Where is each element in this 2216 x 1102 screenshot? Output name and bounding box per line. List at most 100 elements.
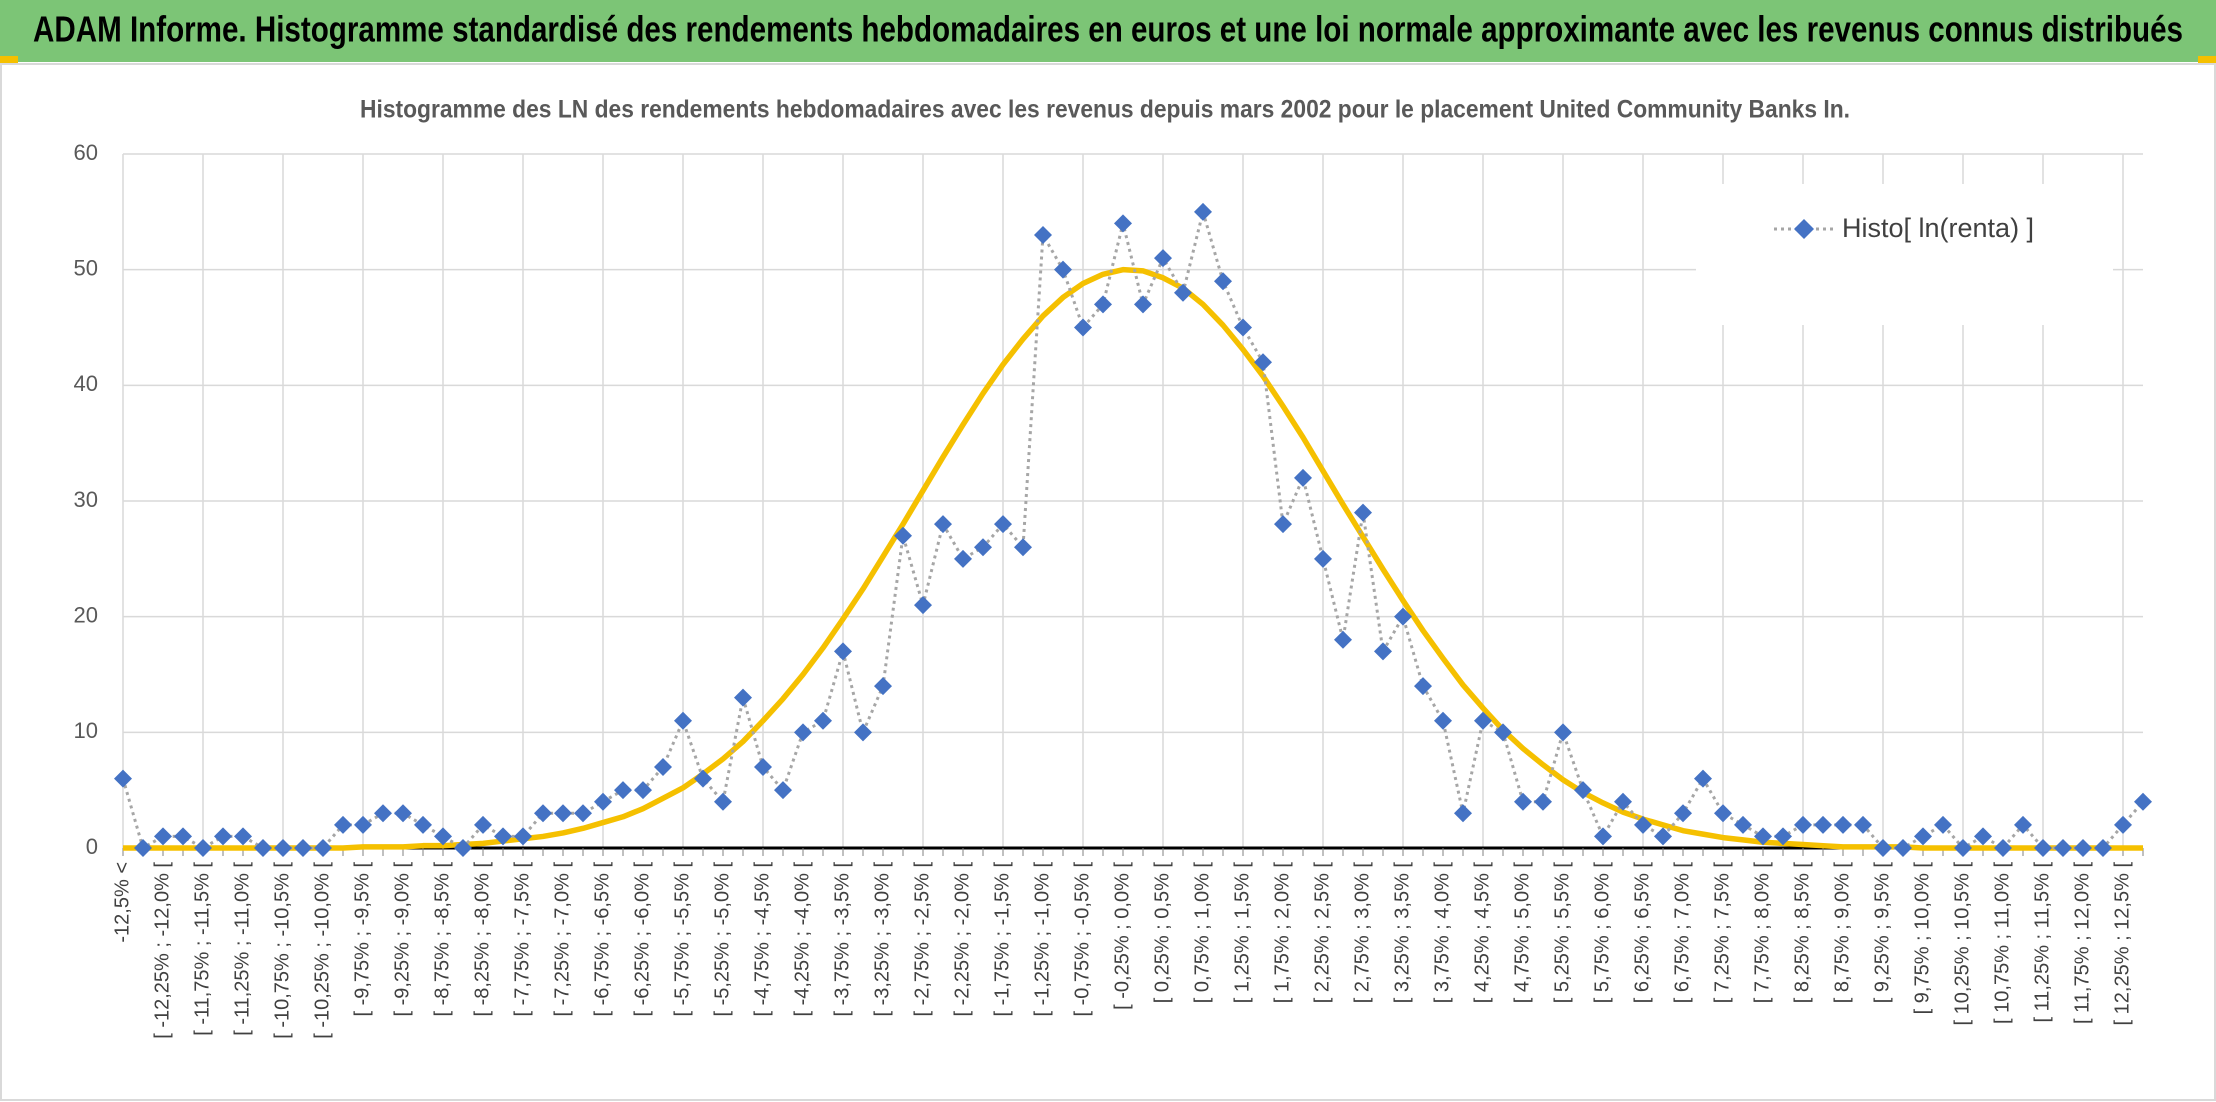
x-tick-label: [ -12,25% ; -12,0% [ bbox=[151, 862, 173, 1039]
x-tick-label: [ -6,75% ; -6,5% [ bbox=[591, 862, 613, 1017]
marker bbox=[1914, 827, 1932, 846]
y-tick-label: 40 bbox=[74, 371, 98, 396]
corner-mark bbox=[2198, 56, 2216, 64]
marker bbox=[954, 549, 972, 568]
y-tick-label: 20 bbox=[74, 602, 98, 627]
marker bbox=[1514, 792, 1532, 811]
marker bbox=[114, 769, 132, 788]
marker bbox=[394, 804, 412, 823]
marker bbox=[534, 804, 552, 823]
marker bbox=[574, 804, 592, 823]
marker bbox=[794, 723, 812, 742]
marker bbox=[1574, 781, 1592, 800]
marker bbox=[1294, 468, 1312, 487]
marker bbox=[854, 723, 872, 742]
x-tick-label: [ -9,25% ; -9,0% [ bbox=[391, 862, 413, 1017]
marker bbox=[1994, 839, 2012, 857]
marker bbox=[154, 827, 172, 846]
marker bbox=[1054, 260, 1072, 279]
marker bbox=[1214, 272, 1232, 291]
marker bbox=[274, 839, 292, 857]
marker bbox=[774, 781, 792, 800]
x-tick-label: [ 2,75% ; 3,0% [ bbox=[1351, 862, 1373, 1004]
legend-marker bbox=[1794, 219, 1814, 239]
marker bbox=[974, 538, 992, 557]
x-tick-label: [ -0,25% ; 0,0% [ bbox=[1111, 862, 1133, 1010]
x-tick-label: [ -7,25% ; -7,0% [ bbox=[551, 862, 573, 1017]
x-tick-label: [ -6,25% ; -6,0% [ bbox=[631, 862, 653, 1017]
marker bbox=[1714, 804, 1732, 823]
marker bbox=[134, 839, 152, 857]
x-tick-label: [ 11,25% ; 11,5% [ bbox=[2031, 862, 2053, 1023]
marker bbox=[834, 642, 852, 661]
marker bbox=[654, 758, 672, 777]
x-tick-label: [ -8,25% ; -8,0% [ bbox=[471, 862, 493, 1017]
marker bbox=[474, 815, 492, 834]
marker bbox=[1394, 607, 1412, 626]
x-tick-label: [ 6,25% ; 6,5% [ bbox=[1631, 862, 1653, 1004]
y-tick-label: 0 bbox=[86, 834, 98, 859]
marker bbox=[1554, 723, 1572, 742]
marker bbox=[1814, 815, 1832, 834]
marker bbox=[2054, 839, 2072, 857]
marker bbox=[894, 526, 912, 545]
marker bbox=[1654, 827, 1672, 846]
legend-box bbox=[1696, 184, 2113, 325]
x-tick-label: [ 11,75% ; 12,0% [ bbox=[2071, 862, 2093, 1024]
marker bbox=[1374, 642, 1392, 661]
marker bbox=[354, 815, 372, 834]
y-tick-label: 50 bbox=[74, 255, 98, 280]
legend-label: Histo[ ln(renta) ] bbox=[1842, 213, 2034, 243]
marker bbox=[1334, 630, 1352, 649]
x-tick-label: [ 5,75% ; 6,0% [ bbox=[1591, 862, 1613, 1004]
x-tick-label: [ -9,75% ; -9,5% [ bbox=[351, 862, 373, 1017]
marker bbox=[1434, 711, 1452, 730]
x-tick-label: [ -10,75% ; -10,5% [ bbox=[271, 862, 293, 1039]
x-tick-label: [ 5,25% ; 5,5% [ bbox=[1551, 862, 1573, 1004]
marker bbox=[994, 515, 1012, 534]
x-tick-label: [ 1,25% ; 1,5% [ bbox=[1231, 862, 1253, 1004]
marker bbox=[454, 839, 472, 857]
x-tick-label: [ 0,75% ; 1,0% [ bbox=[1191, 862, 1213, 1004]
x-tick-label: [ -3,75% ; -3,5% [ bbox=[831, 862, 853, 1017]
marker bbox=[1114, 214, 1132, 233]
x-tick-label: -12,5% < bbox=[111, 862, 133, 943]
marker bbox=[614, 781, 632, 800]
marker bbox=[2074, 839, 2092, 857]
marker bbox=[1894, 839, 1912, 857]
x-tick-label: [ -1,75% ; -1,5% [ bbox=[991, 862, 1013, 1017]
marker bbox=[1354, 503, 1372, 522]
marker bbox=[1874, 839, 1892, 857]
marker bbox=[1734, 815, 1752, 834]
x-tick-label: [ 10,25% ; 10,5% [ bbox=[1951, 862, 1973, 1026]
x-tick-label: [ 9,75% ; 10,0% [ bbox=[1911, 862, 1933, 1015]
x-tick-label: [ -2,25% ; -2,0% [ bbox=[951, 862, 973, 1017]
marker bbox=[914, 596, 932, 615]
x-tick-label: [ -2,75% ; -2,5% [ bbox=[911, 862, 933, 1017]
chart-border bbox=[0, 63, 2216, 1101]
marker bbox=[1794, 815, 1812, 834]
marker bbox=[2134, 792, 2152, 811]
marker bbox=[634, 781, 652, 800]
marker bbox=[234, 827, 252, 846]
marker bbox=[814, 711, 832, 730]
marker bbox=[554, 804, 572, 823]
marker bbox=[214, 827, 232, 846]
marker bbox=[2094, 839, 2112, 857]
marker bbox=[2034, 839, 2052, 857]
x-tick-label: [ 3,25% ; 3,5% [ bbox=[1391, 862, 1413, 1004]
x-tick-label: [ -4,75% ; -4,5% [ bbox=[751, 862, 773, 1017]
header-bar bbox=[0, 0, 2216, 62]
chart-title: Histogramme des LN des rendements hebdom… bbox=[360, 96, 1850, 124]
corner-mark bbox=[0, 56, 18, 64]
marker bbox=[1494, 723, 1512, 742]
marker bbox=[594, 792, 612, 811]
marker bbox=[1854, 815, 1872, 834]
x-tick-label: [ -10,25% ; -10,0% [ bbox=[311, 862, 333, 1039]
marker bbox=[1074, 318, 1092, 337]
marker bbox=[254, 839, 272, 857]
marker bbox=[1934, 815, 1952, 834]
marker bbox=[714, 792, 732, 811]
